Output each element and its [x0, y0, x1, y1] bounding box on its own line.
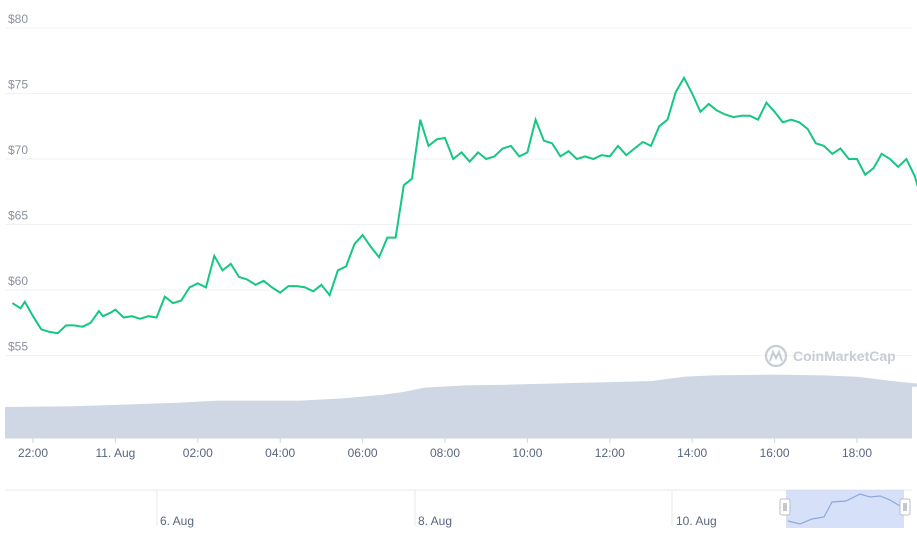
navigator-label: 10. Aug — [676, 514, 717, 528]
x-tick-label: 18:00 — [842, 446, 872, 460]
navigator-right-handle[interactable] — [899, 498, 911, 516]
x-tick-label: 10:00 — [512, 446, 542, 460]
range-navigator[interactable]: 6. Aug 8. Aug 10. Aug — [5, 489, 912, 528]
x-tick-label: 11. Aug — [95, 446, 135, 460]
volume-area — [5, 374, 917, 438]
price-line — [11, 75, 917, 335]
navigator-label: 6. Aug — [160, 514, 194, 528]
watermark-text: CoinMarketCap — [793, 348, 896, 364]
y-tick-label: $80 — [8, 12, 28, 26]
y-tick-label: $55 — [8, 340, 28, 354]
x-tick-label: 16:00 — [760, 446, 790, 460]
coinmarketcap-logo-icon — [764, 344, 788, 368]
y-tick-label: $75 — [8, 78, 28, 92]
y-tick-label: $70 — [8, 143, 28, 157]
navigator-left-handle[interactable] — [779, 498, 791, 516]
x-tick-label: 14:00 — [677, 446, 707, 460]
x-tick-label: 06:00 — [348, 446, 378, 460]
navigator-label: 8. Aug — [418, 514, 452, 528]
x-tick-label: 02:00 — [183, 446, 213, 460]
watermark: CoinMarketCap — [764, 344, 896, 368]
y-tick-label: $60 — [8, 274, 28, 288]
x-tick-label: 04:00 — [265, 446, 295, 460]
x-tick-label: 12:00 — [595, 446, 625, 460]
y-tick-label: $65 — [8, 209, 28, 223]
x-axis: 22:00 11. Aug 02:00 04:00 06:00 08:00 10:00 12:… — [5, 437, 912, 460]
x-tick-label: 08:00 — [430, 446, 460, 460]
y-axis: $55 $60 $65 $70 $75 $80 — [8, 12, 28, 354]
x-tick-label: 22:00 — [18, 446, 48, 460]
grid-lines — [5, 27, 912, 356]
